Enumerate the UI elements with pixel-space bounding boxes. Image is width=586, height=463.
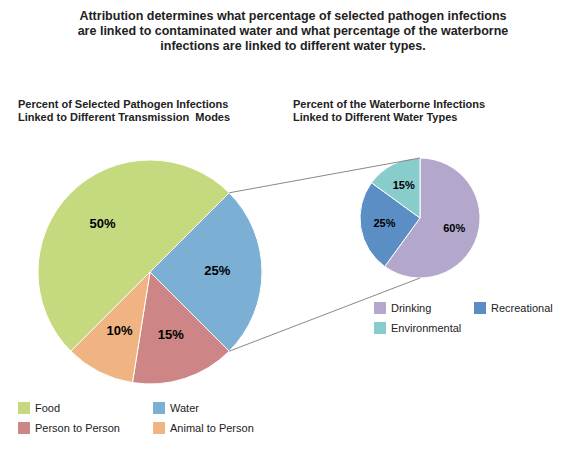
subtitle-line: Linked to Different Transmission Modes [18, 111, 230, 123]
legend-item: Animal to Person [153, 422, 254, 434]
subtitle-line: Percent of Selected Pathogen Infections [18, 98, 228, 110]
data-label: 15% [158, 327, 184, 342]
title: Attribution determines what percentage o… [78, 9, 509, 53]
chart: Attribution determines what percentage o… [0, 0, 586, 463]
legend-swatch [474, 302, 486, 314]
connector [229, 278, 420, 351]
data-label: 10% [106, 323, 132, 338]
legend-label: Recreational [491, 302, 553, 314]
legend-item: Food [18, 402, 60, 414]
legend-label: Water [170, 402, 199, 414]
data-label: 50% [89, 216, 115, 231]
slice [71, 272, 150, 383]
title-line: infections are linked to different water… [160, 39, 425, 53]
legend-label: Food [35, 402, 60, 414]
subtitle-line: Percent of the Waterborne Infections [293, 98, 485, 110]
legend-swatch [374, 302, 386, 314]
subtitle: Percent of Selected Pathogen InfectionsL… [18, 98, 230, 123]
legend-item: Environmental [374, 322, 461, 334]
pie: 50% 25% 15% 10% [38, 160, 262, 384]
slice [371, 158, 420, 218]
legend-item: Drinking [374, 302, 431, 314]
title-line: Attribution determines what percentage o… [79, 9, 506, 23]
legend-label: Environmental [391, 322, 461, 334]
connector [229, 158, 420, 193]
legend-swatch [18, 402, 30, 414]
legend-swatch [153, 422, 165, 434]
legend-item: Water [153, 402, 199, 414]
subtitle: Percent of the Waterborne InfectionsLink… [293, 98, 485, 123]
data-label: 25% [204, 263, 230, 278]
legend-swatch [374, 322, 386, 334]
legend-label: Person to Person [35, 422, 120, 434]
legend: Food Water Person to Person Animal to Perso… [18, 402, 254, 434]
legend-item: Recreational [474, 302, 553, 314]
data-label: 60% [443, 222, 465, 234]
pie: 60% 25% 15% [360, 158, 480, 278]
legend: Drinking Recreational Environmental [374, 302, 553, 334]
legend-swatch [18, 422, 30, 434]
data-label: 15% [393, 179, 415, 191]
title-line: are linked to contaminated water and wha… [78, 24, 509, 38]
legend-item: Person to Person [18, 422, 120, 434]
data-label: 25% [373, 217, 395, 229]
subtitle-line: Linked to Different Water Types [293, 111, 457, 123]
connectors [229, 158, 420, 351]
legend-label: Animal to Person [170, 422, 254, 434]
legend-swatch [153, 402, 165, 414]
legend-label: Drinking [391, 302, 431, 314]
